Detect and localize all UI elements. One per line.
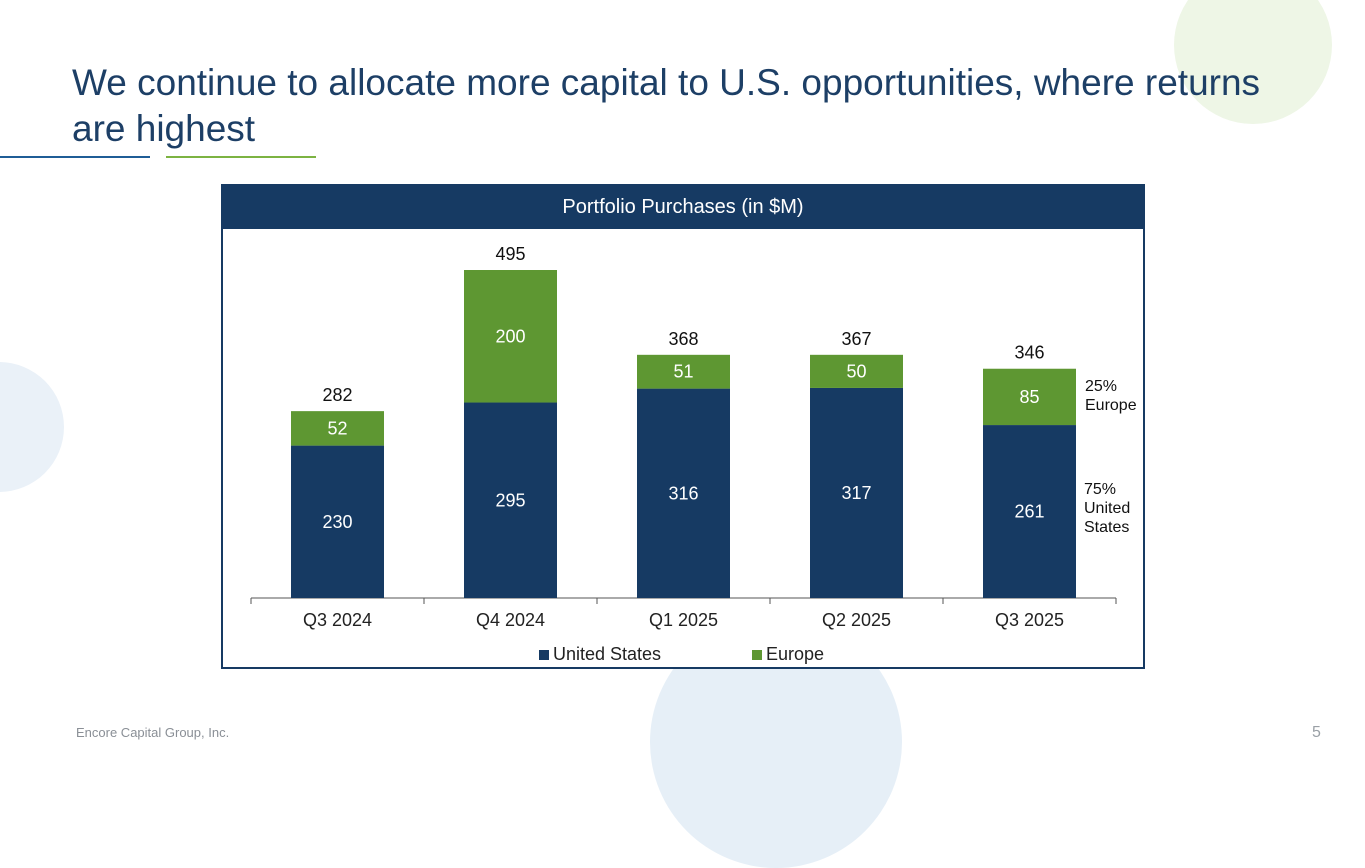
bar-europe [637, 354, 730, 389]
bar-united-states [464, 402, 557, 598]
stacked-bar-chart: 230 52 282 Q3 2024 295 200 495 Q4 2024 316 51 368 Q… [250, 244, 1137, 664]
title-underline-blue [0, 156, 150, 158]
x-tick-label: Q1 2025 [649, 610, 718, 630]
bar-united-states [810, 387, 903, 598]
data-label-total: 495 [495, 244, 525, 264]
data-label-united-states: 261 [1014, 502, 1044, 522]
x-tick-label: Q3 2024 [303, 610, 372, 630]
data-label-united-states: 230 [322, 512, 352, 532]
annotation-europe-share: 25% Europe [1085, 378, 1137, 414]
annotation-us-share: 75% United States [1084, 481, 1130, 536]
slide-title: We continue to allocate more capital to … [72, 62, 1261, 149]
chart-title: Portfolio Purchases (in $M) [223, 186, 1143, 229]
legend-swatch-united-states [539, 650, 549, 660]
data-label-europe: 52 [327, 418, 347, 438]
data-label-total: 368 [668, 329, 698, 349]
legend-swatch-europe [752, 650, 762, 660]
decorative-circle-left [0, 362, 64, 492]
legend-label-united-states: United States [553, 644, 661, 664]
title-underline-green [166, 156, 316, 158]
data-label-total: 367 [841, 329, 871, 349]
decorative-circle-top-right [1174, 0, 1332, 124]
page-number: 5 [1312, 724, 1321, 741]
bar-united-states [291, 445, 384, 598]
data-label-europe: 51 [673, 362, 693, 382]
bar-europe [291, 411, 384, 446]
x-tick-label: Q2 2025 [822, 610, 891, 630]
bar-europe [464, 270, 557, 403]
data-label-europe: 85 [1019, 387, 1039, 407]
data-label-united-states: 317 [841, 483, 871, 503]
x-tick-label: Q4 2024 [476, 610, 545, 630]
data-label-total: 282 [322, 385, 352, 405]
legend-label-europe: Europe [766, 644, 824, 664]
data-label-europe: 200 [495, 326, 525, 346]
bar-united-states [637, 388, 730, 598]
x-tick-label: Q3 2025 [995, 610, 1064, 630]
data-label-europe: 50 [846, 361, 866, 381]
data-label-united-states: 295 [495, 490, 525, 510]
bar-europe [810, 354, 903, 388]
bar-united-states [983, 425, 1076, 598]
data-label-united-states: 316 [668, 483, 698, 503]
footer-company-name: Encore Capital Group, Inc. [76, 725, 230, 740]
bar-europe [983, 368, 1076, 426]
data-label-total: 346 [1014, 343, 1044, 363]
chart-panel: Portfolio Purchases (in $M) 230 52 282 Q3 2… [221, 184, 1145, 669]
